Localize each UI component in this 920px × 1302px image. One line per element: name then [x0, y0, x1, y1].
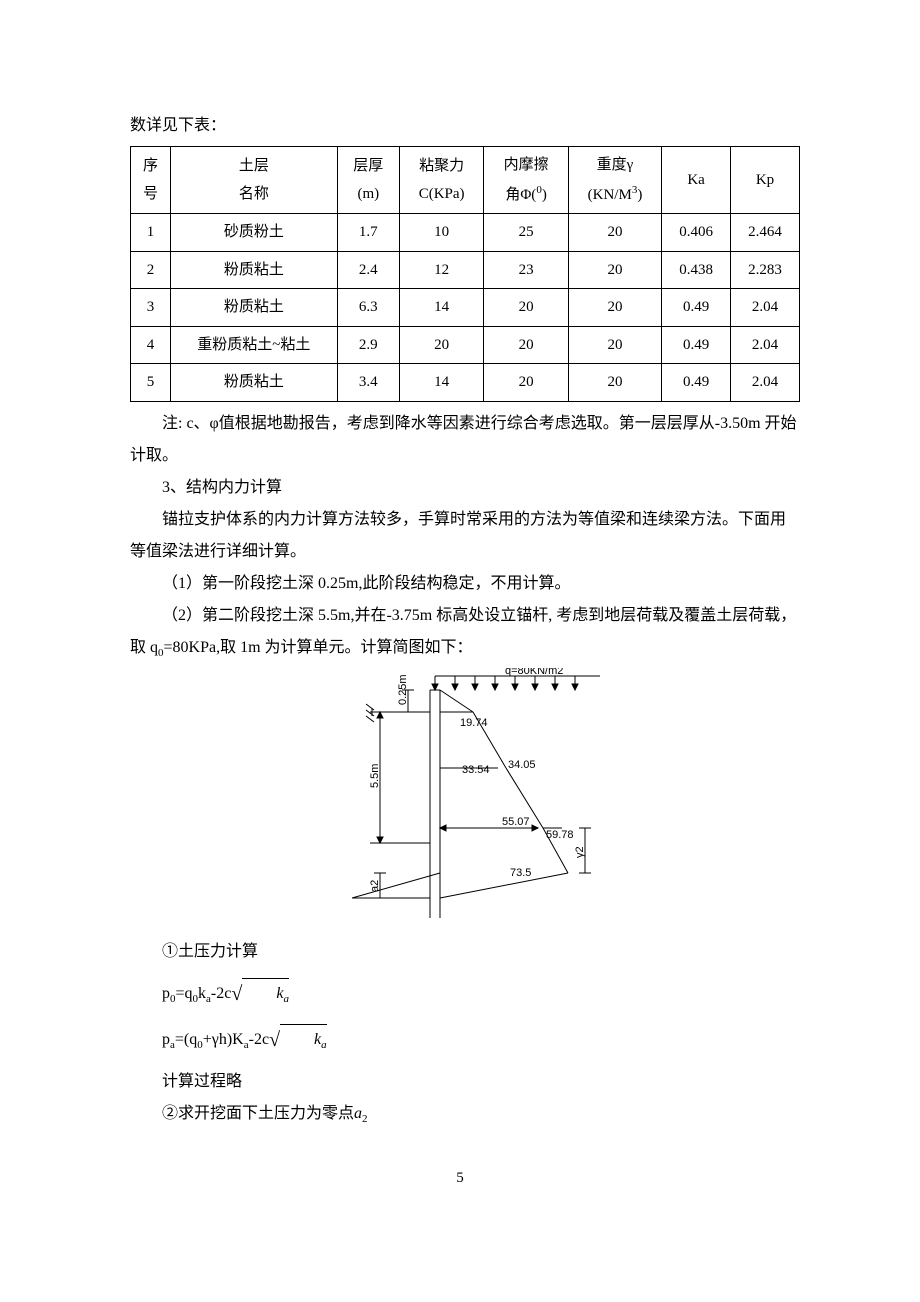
table-footnote: 注: c、φ值根据地勘报告，考虑到降水等因素进行综合考虑选取。第一层层厚从-3.…: [130, 408, 800, 472]
val-735: 73.5: [510, 867, 531, 879]
table-cell: 20: [568, 251, 661, 289]
th-seq: 序号: [131, 147, 171, 214]
table-cell: 20: [484, 289, 568, 327]
th-thickness: 层厚(m): [337, 147, 399, 214]
table-cell: 3: [131, 289, 171, 327]
soil-parameters-table: 序号 土层名称 层厚(m) 粘聚力C(KPa) 内摩擦角Φ(0) 重度γ(KN/…: [130, 146, 800, 402]
table-cell: 砂质粉土: [171, 214, 338, 252]
diagram-q-label: q=80KN/m2: [505, 668, 563, 677]
table-cell: 20: [484, 364, 568, 402]
table-row: 3粉质粘土6.31420200.492.04: [131, 289, 800, 327]
table-cell: 粉质粘土: [171, 289, 338, 327]
table-row: 2粉质粘土2.41223200.4382.283: [131, 251, 800, 289]
table-row: 4重粉质粘土~粘土2.92020200.492.04: [131, 326, 800, 364]
step1-text: （1）第一阶段挖土深 0.25m,此阶段结构稳定，不用计算。: [130, 568, 800, 600]
table-cell: 20: [568, 289, 661, 327]
intro-text: 数详见下表：: [130, 110, 800, 142]
table-cell: 4: [131, 326, 171, 364]
table-cell: 粉质粘土: [171, 251, 338, 289]
section3-body: 锚拉支护体系的内力计算方法较多，手算时常采用的方法为等值梁和连续梁方法。下面用等…: [130, 504, 800, 568]
table-cell: 2.04: [731, 289, 800, 327]
table-cell: 6.3: [337, 289, 399, 327]
th-cohesion: 粘聚力C(KPa): [399, 147, 483, 214]
table-cell: 0.406: [662, 214, 731, 252]
table-cell: 20: [568, 214, 661, 252]
table-cell: 0.438: [662, 251, 731, 289]
table-cell: 2.9: [337, 326, 399, 364]
table-cell: 2.04: [731, 364, 800, 402]
th-kp: Kp: [731, 147, 800, 214]
table-cell: 25: [484, 214, 568, 252]
table-cell: 12: [399, 251, 483, 289]
val-5978: 59.78: [546, 829, 574, 841]
table-cell: 23: [484, 251, 568, 289]
table-cell: 粉质粘土: [171, 364, 338, 402]
table-row: 1砂质粉土1.71025200.4062.464: [131, 214, 800, 252]
table-cell: 20: [568, 364, 661, 402]
val-3405: 34.05: [508, 759, 536, 771]
val-3354: 33.54: [462, 764, 490, 776]
formula-pa: pa=(q0+γh)Ka-2c√ka: [130, 1020, 800, 1060]
table-cell: 2.464: [731, 214, 800, 252]
table-cell: 0.49: [662, 364, 731, 402]
table-cell: 2.04: [731, 326, 800, 364]
section3-title: 3、结构内力计算: [130, 472, 800, 504]
table-row: 5粉质粘土3.41420200.492.04: [131, 364, 800, 402]
table-header-row: 序号 土层名称 层厚(m) 粘聚力C(KPa) 内摩擦角Φ(0) 重度γ(KN/…: [131, 147, 800, 214]
dim-a2: a2: [369, 879, 381, 891]
formula-p0: p0=q0ka-2c√ka: [130, 974, 800, 1014]
calc1-title: ①土压力计算: [130, 936, 800, 968]
table-cell: 2: [131, 251, 171, 289]
table-cell: 0.49: [662, 289, 731, 327]
table-cell: 14: [399, 289, 483, 327]
calc-omitted: 计算过程略: [130, 1066, 800, 1098]
dim-y2: y2: [574, 846, 586, 858]
table-cell: 2.4: [337, 251, 399, 289]
th-friction: 内摩擦角Φ(0): [484, 147, 568, 214]
table-cell: 20: [568, 326, 661, 364]
val-1974: 19.74: [460, 717, 488, 729]
th-ka: Ka: [662, 147, 731, 214]
table-cell: 20: [399, 326, 483, 364]
table-cell: 1: [131, 214, 171, 252]
th-gamma: 重度γ(KN/M3): [568, 147, 661, 214]
table-cell: 5: [131, 364, 171, 402]
table-cell: 20: [484, 326, 568, 364]
table-cell: 3.4: [337, 364, 399, 402]
table-cell: 1.7: [337, 214, 399, 252]
calculation-diagram: q=80KN/m2 0.25m 5.5m a2 y2 19.74 33.54 3…: [130, 668, 800, 928]
table-cell: 10: [399, 214, 483, 252]
table-cell: 2.283: [731, 251, 800, 289]
dim-55: 5.5m: [369, 763, 381, 787]
step2-text: （2）第二阶段挖土深 5.5m,并在-3.75m 标高处设立锚杆, 考虑到地层荷…: [130, 600, 800, 664]
table-cell: 14: [399, 364, 483, 402]
page-number: 5: [0, 1130, 920, 1207]
val-5507: 55.07: [502, 816, 530, 828]
th-layer: 土层名称: [171, 147, 338, 214]
calc2-title: ②求开挖面下土压力为零点a2: [130, 1098, 800, 1130]
table-cell: 0.49: [662, 326, 731, 364]
dim-025: 0.25m: [397, 674, 409, 705]
table-cell: 重粉质粘土~粘土: [171, 326, 338, 364]
